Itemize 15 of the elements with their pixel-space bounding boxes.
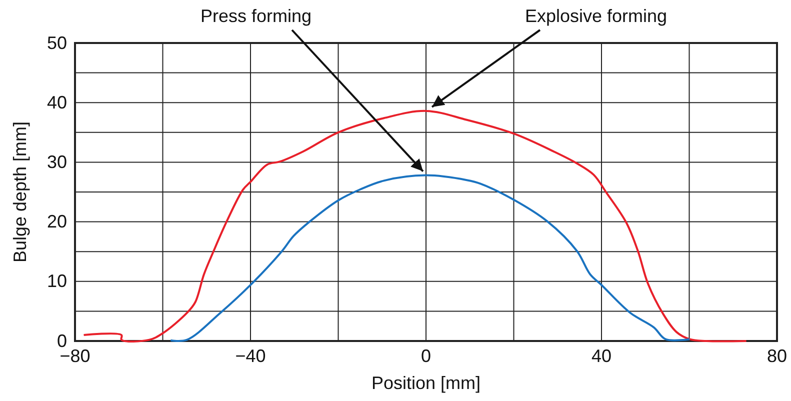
y-tick-label: 20 [46, 212, 67, 232]
line-series [170, 174, 691, 342]
y-axis-title: Bulge depth [mm] [10, 121, 30, 263]
x-tick-label: 40 [591, 346, 612, 366]
y-tick-label: 50 [46, 32, 67, 53]
y-tick-label: 40 [46, 92, 67, 112]
x-tick-label: 80 [766, 346, 788, 366]
y-tick-label: 10 [46, 271, 67, 292]
annotation: Explosive forming [524, 6, 668, 26]
x-tick-label: 0 [420, 346, 432, 366]
y-tick-label: 30 [46, 152, 67, 172]
x-tick-label: −40 [235, 346, 266, 366]
x-axis-title: Position [mm] [371, 373, 481, 393]
annotation: Press forming [200, 6, 312, 26]
line-series [82, 110, 748, 342]
